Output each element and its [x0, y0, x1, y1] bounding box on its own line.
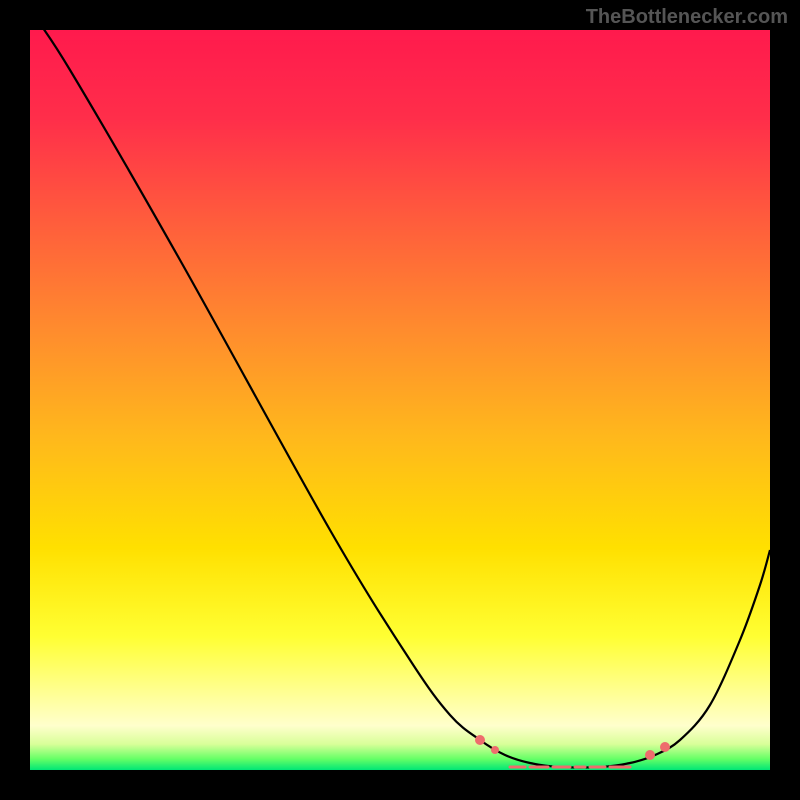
watermark-text: TheBottlenecker.com: [586, 6, 788, 29]
curve-marker: [645, 750, 655, 760]
curve-marker: [660, 742, 670, 752]
plot-area: [30, 30, 770, 770]
bottleneck-curve: [30, 30, 770, 770]
curve-marker: [491, 746, 499, 754]
curve-marker: [475, 735, 485, 745]
